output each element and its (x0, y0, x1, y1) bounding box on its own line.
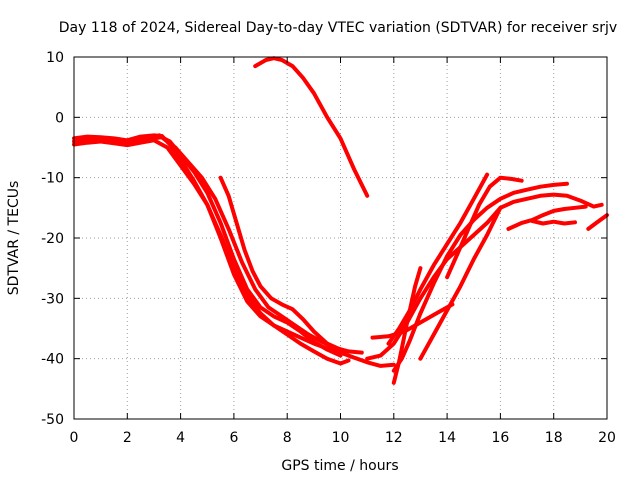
x-axis-label: GPS time / hours (281, 458, 398, 474)
data-series (72, 56, 609, 385)
series-line-sat-j (418, 205, 503, 361)
series-line-sat-c (72, 138, 351, 366)
y-tick-label: 0 (55, 110, 64, 126)
x-tick-label: 0 (70, 430, 79, 446)
series-line-sat-e (218, 175, 343, 352)
x-tick-label: 12 (385, 430, 403, 446)
series-line-sat-o (530, 219, 577, 226)
x-tick-label: 10 (332, 430, 350, 446)
series-line-sat-n (506, 204, 588, 231)
x-tick-label: 4 (176, 430, 185, 446)
series-line-sat-p (586, 213, 609, 231)
tick-labels: 0 2 4 6 8 10 12 14 16 18 20 -50 -40 -30 -20 -10 0 10 (41, 50, 616, 446)
y-tick-label: 10 (46, 50, 64, 66)
chart-title: Day 118 of 2024, Sidereal Day-to-day VTE… (59, 20, 617, 36)
y-tick-label: -50 (41, 412, 64, 428)
y-tick-label: -10 (41, 171, 64, 187)
x-tick-label: 6 (229, 430, 238, 446)
x-tick-label: 16 (491, 430, 509, 446)
series-line-sat-k (445, 175, 524, 280)
x-tick-label: 14 (438, 430, 456, 446)
y-tick-label: -40 (41, 352, 64, 368)
series-line-sat-m (391, 266, 423, 385)
grid-lines (74, 57, 607, 419)
series-line-sat-h (386, 172, 490, 346)
series-line-sat-f (253, 56, 370, 198)
y-axis-label: SDTVAR / TECUs (6, 181, 22, 296)
axis-ticks (73, 56, 608, 420)
x-tick-label: 8 (283, 430, 292, 446)
series-line-sat-b (72, 135, 343, 358)
x-tick-label: 20 (598, 430, 616, 446)
y-tick-label: -20 (41, 231, 64, 247)
x-tick-label: 2 (123, 430, 132, 446)
series-line-sat-l (370, 302, 455, 340)
y-tick-label: -30 (41, 291, 64, 307)
x-tick-label: 18 (545, 430, 563, 446)
